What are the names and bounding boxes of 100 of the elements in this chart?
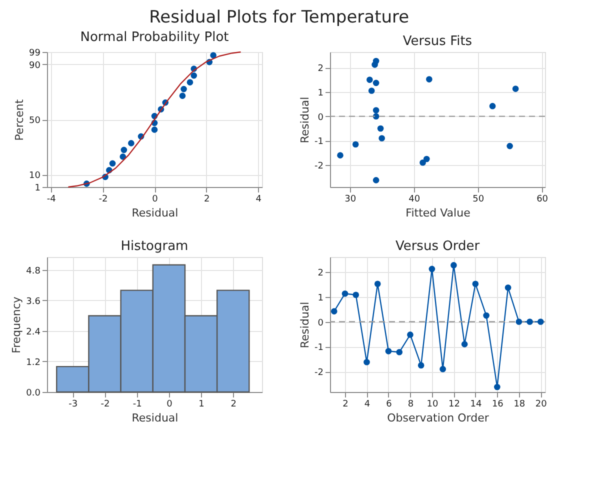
- point: [426, 76, 432, 82]
- y-tick-label: 4.8: [26, 266, 41, 276]
- point: [374, 280, 381, 288]
- y-tick-label: 2: [318, 64, 324, 74]
- x-tick-label: 2: [230, 400, 236, 410]
- point: [368, 88, 375, 94]
- point: [120, 146, 128, 154]
- point: [428, 266, 436, 272]
- x-tick-label: 30: [344, 194, 356, 204]
- point: [128, 140, 134, 146]
- x-tick-label: 0: [166, 400, 173, 410]
- y-tick-label: 99: [29, 48, 41, 58]
- point: [180, 86, 187, 92]
- point: [372, 177, 380, 184]
- x-tick-label: 16: [492, 400, 504, 410]
- x-tick-label: -2: [98, 194, 108, 204]
- x-tick-label: -2: [100, 400, 110, 410]
- point: [506, 142, 513, 150]
- point: [489, 102, 496, 110]
- y-tick-label: 3.6: [26, 296, 41, 307]
- point: [461, 341, 468, 348]
- x-tick-label: 40: [408, 194, 420, 204]
- chart-title: Normal Probability Plot: [80, 30, 229, 45]
- x-tick-label: 20: [535, 400, 548, 410]
- point: [512, 86, 519, 92]
- y-axis-title: Frequency: [10, 296, 24, 354]
- y-tick-label: 10: [29, 171, 41, 182]
- x-tick-label: 4: [256, 194, 262, 204]
- point: [151, 126, 158, 133]
- point: [179, 92, 186, 99]
- point: [472, 280, 479, 288]
- y-tick-label: 1: [34, 184, 40, 194]
- point: [377, 125, 384, 132]
- x-tick-label: 50: [472, 194, 484, 204]
- point: [337, 152, 344, 158]
- y-tick-label: -1: [314, 343, 324, 354]
- point: [186, 79, 194, 86]
- point: [342, 290, 348, 297]
- point: [407, 332, 414, 338]
- point: [537, 318, 544, 325]
- y-tick-label: -1: [314, 137, 324, 148]
- x-tick-label: -4: [46, 194, 56, 204]
- chart-title: Histogram: [120, 239, 188, 254]
- point: [526, 318, 533, 325]
- point: [504, 284, 512, 291]
- point: [372, 107, 380, 114]
- y-tick-label: 0: [318, 318, 324, 328]
- point: [352, 141, 359, 148]
- line-series: [68, 51, 242, 188]
- x-tick-label: 8: [408, 400, 414, 410]
- y-tick-label: -2: [314, 162, 324, 172]
- point: [450, 262, 457, 268]
- point: [440, 366, 446, 372]
- x-tick-label: 4: [364, 400, 370, 410]
- x-axis-title: Fitted Value: [406, 206, 471, 220]
- y-tick-label: 1.2: [26, 358, 40, 368]
- point: [418, 362, 424, 369]
- point: [423, 156, 430, 162]
- point: [352, 292, 360, 298]
- point: [372, 80, 380, 86]
- x-tick-label: -3: [68, 400, 78, 410]
- point: [120, 154, 126, 160]
- x-tick-label: 12: [448, 400, 460, 410]
- point: [364, 358, 370, 366]
- x-tick-label: 2: [204, 194, 210, 204]
- point: [330, 308, 338, 314]
- chart-title: Versus Fits: [402, 34, 472, 49]
- point: [109, 160, 116, 167]
- point: [494, 384, 500, 390]
- x-tick-label: 0: [152, 194, 158, 204]
- point: [396, 348, 403, 356]
- point: [516, 318, 522, 325]
- y-tick-label: 50: [29, 116, 41, 126]
- x-tick-label: 2: [342, 400, 348, 410]
- point: [385, 348, 392, 354]
- text: Residual Plots for Temperature: [149, 8, 410, 28]
- x-axis-title: Residual: [132, 412, 178, 424]
- point: [366, 76, 373, 83]
- y-tick-label: 0.0: [26, 388, 41, 398]
- x-tick-label: 60: [536, 194, 548, 204]
- point: [378, 135, 385, 142]
- x-tick-label: 6: [386, 400, 392, 410]
- x-axis-title: Observation Order: [387, 412, 490, 424]
- x-tick-label: 14: [470, 400, 482, 410]
- x-tick-label: -1: [132, 400, 142, 410]
- y-axis-title: Residual: [298, 302, 312, 348]
- x-tick-label: 18: [514, 400, 526, 410]
- point: [372, 58, 380, 64]
- y-tick-label: -2: [314, 368, 324, 378]
- x-tick-label: 1: [198, 400, 204, 410]
- y-tick-label: 1: [318, 293, 324, 304]
- y-tick-label: 2: [318, 268, 324, 278]
- y-tick-label: 0: [318, 112, 324, 123]
- point: [190, 72, 198, 79]
- point: [210, 52, 216, 58]
- y-axis-title: Percent: [13, 98, 26, 141]
- x-tick-label: 10: [426, 400, 438, 410]
- chart-title: Versus Order: [395, 239, 480, 254]
- y-tick-label: 90: [29, 60, 41, 71]
- point: [483, 312, 490, 319]
